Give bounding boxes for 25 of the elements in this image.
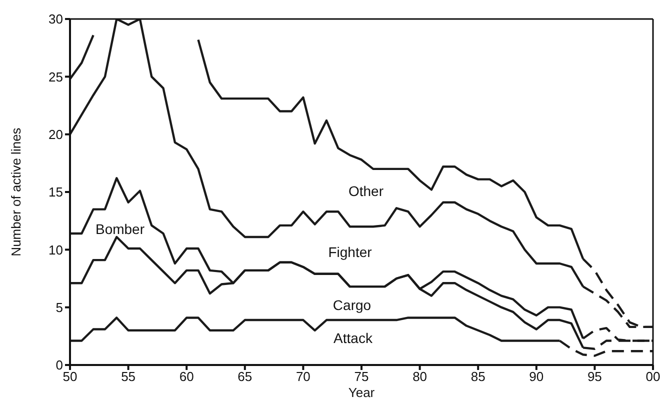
y-tick-label: 30 (48, 12, 63, 27)
y-tick-label: 10 (48, 242, 63, 258)
y-tick-label: 0 (56, 358, 63, 373)
x-axis-title: Year (348, 385, 376, 400)
y-tick-label: 20 (48, 126, 63, 142)
annotation: Other (348, 183, 384, 199)
x-tick-label: 50 (62, 369, 78, 384)
y-tick-label: 25 (48, 69, 63, 84)
x-tick-label: 95 (587, 369, 602, 384)
x-tick-label: 75 (354, 369, 369, 384)
x-tick-label: 60 (179, 369, 194, 384)
annotation: Fighter (328, 244, 372, 260)
annotation: Bomber (95, 221, 145, 237)
y-axis-title: Number of active lines (8, 127, 24, 256)
x-tick-label: 90 (529, 369, 544, 384)
x-tick-label: 80 (412, 369, 428, 384)
x-tick-label: 65 (238, 369, 252, 384)
x-tick-label: 85 (470, 369, 486, 384)
y-tick-label: 15 (48, 184, 63, 200)
y-tick-label: 5 (56, 300, 63, 315)
annotation: Attack (334, 330, 374, 346)
x-tick-label: 00 (646, 369, 660, 384)
annotation: Cargo (332, 297, 372, 313)
x-tick-label: 55 (121, 369, 136, 384)
x-tick-label: 70 (296, 369, 310, 384)
